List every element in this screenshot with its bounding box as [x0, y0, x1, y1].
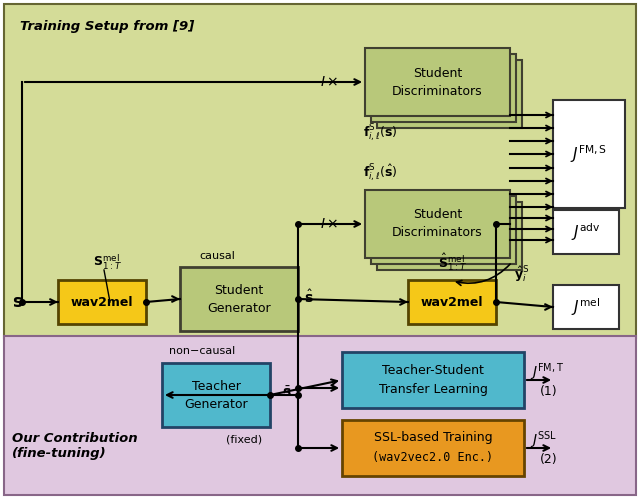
Text: $J^{\mathrm{FM,T}}$: $J^{\mathrm{FM,T}}$: [530, 361, 564, 383]
Text: (2): (2): [540, 454, 557, 467]
FancyBboxPatch shape: [58, 280, 146, 324]
FancyBboxPatch shape: [553, 210, 619, 254]
Text: $\bar{\mathbf{s}}$: $\bar{\mathbf{s}}$: [282, 386, 292, 400]
FancyBboxPatch shape: [365, 48, 510, 116]
FancyBboxPatch shape: [342, 420, 524, 476]
Text: $\hat{\mathbf{S}}^{\mathrm{mel}}_{1:T}$: $\hat{\mathbf{S}}^{\mathrm{mel}}_{1:T}$: [438, 251, 467, 273]
Text: Training Setup from [9]: Training Setup from [9]: [20, 20, 195, 33]
Text: wav2mel: wav2mel: [420, 295, 483, 308]
FancyBboxPatch shape: [553, 285, 619, 329]
Text: $\mathbf{f}^{\mathrm{S}}_{i,\ell}(\mathbf{s})$: $\mathbf{f}^{\mathrm{S}}_{i,\ell}(\mathb…: [363, 122, 397, 144]
Text: Our Contribution
(fine-tuning): Our Contribution (fine-tuning): [12, 432, 138, 460]
Text: $\mathbf{f}^{\mathrm{S}}_{i,\ell}(\hat{\mathbf{s}})$: $\mathbf{f}^{\mathrm{S}}_{i,\ell}(\hat{\…: [363, 163, 397, 184]
Text: $\hat{\mathbf{y}}^{\mathrm{S}}_i$: $\hat{\mathbf{y}}^{\mathrm{S}}_i$: [514, 264, 529, 284]
FancyBboxPatch shape: [408, 280, 496, 324]
Text: Student: Student: [413, 66, 462, 79]
Text: SSL-based Training: SSL-based Training: [374, 432, 492, 445]
Text: Student: Student: [413, 209, 462, 222]
Text: $J^{\mathrm{adv}}$: $J^{\mathrm{adv}}$: [572, 221, 601, 243]
Text: (1): (1): [540, 386, 557, 399]
Text: $\mathbf{s}$: $\mathbf{s}$: [12, 293, 23, 311]
Text: (fixed): (fixed): [226, 435, 262, 445]
Text: non−causal: non−causal: [169, 346, 235, 356]
Text: $\mathbf{S}^{\mathrm{mel}}_{1:T}$: $\mathbf{S}^{\mathrm{mel}}_{1:T}$: [93, 252, 122, 271]
Text: Student: Student: [214, 283, 264, 296]
Text: $\hat{\mathbf{s}}$: $\hat{\mathbf{s}}$: [304, 288, 314, 305]
Text: $J^{\mathrm{mel}}$: $J^{\mathrm{mel}}$: [572, 296, 600, 318]
Text: $J^{\mathrm{SSL}}$: $J^{\mathrm{SSL}}$: [530, 429, 557, 451]
FancyBboxPatch shape: [4, 4, 636, 338]
FancyBboxPatch shape: [365, 190, 510, 258]
Text: Discriminators: Discriminators: [392, 84, 483, 97]
FancyBboxPatch shape: [553, 100, 625, 208]
Text: Generator: Generator: [184, 398, 248, 411]
FancyBboxPatch shape: [162, 363, 270, 427]
FancyBboxPatch shape: [180, 267, 298, 331]
FancyBboxPatch shape: [342, 352, 524, 408]
Text: $I\times$: $I\times$: [321, 217, 339, 231]
Text: (wav2vec2.0 Enc.): (wav2vec2.0 Enc.): [372, 452, 493, 465]
FancyBboxPatch shape: [371, 196, 516, 264]
Text: causal: causal: [199, 251, 235, 261]
Text: Discriminators: Discriminators: [392, 227, 483, 240]
Text: wav2mel: wav2mel: [71, 295, 133, 308]
FancyBboxPatch shape: [377, 60, 522, 128]
Text: Transfer Learning: Transfer Learning: [379, 384, 488, 397]
Text: $I\times$: $I\times$: [321, 75, 339, 89]
Text: Teacher: Teacher: [191, 380, 241, 393]
FancyBboxPatch shape: [377, 202, 522, 270]
FancyBboxPatch shape: [371, 54, 516, 122]
Text: Generator: Generator: [207, 301, 271, 314]
FancyBboxPatch shape: [4, 336, 636, 495]
Text: Teacher-Student: Teacher-Student: [382, 363, 484, 377]
Text: $J^{\mathrm{FM,S}}$: $J^{\mathrm{FM,S}}$: [570, 143, 607, 165]
